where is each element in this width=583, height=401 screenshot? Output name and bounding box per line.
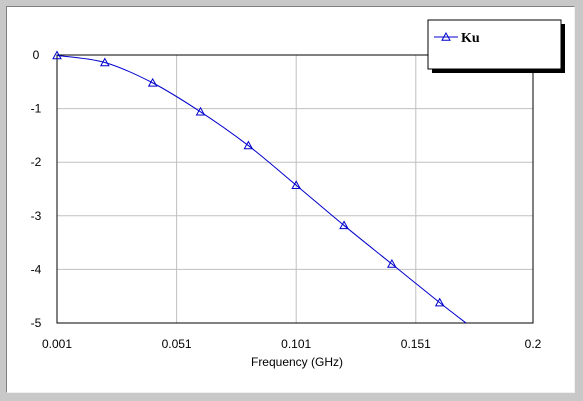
x-tick-label: 0.001 xyxy=(42,337,72,351)
y-axis-ticks: 0 -1 -2 -3 -4 -5 xyxy=(31,48,42,330)
x-tick-label: 0.2 xyxy=(525,337,542,351)
y-tick-label: -4 xyxy=(31,262,42,276)
y-tick-label: 0 xyxy=(33,48,40,62)
data-point-marker xyxy=(99,57,110,67)
data-point-marker xyxy=(291,180,302,189)
plot-area xyxy=(56,54,534,324)
y-tick-label: -1 xyxy=(31,102,42,116)
data-point-marker xyxy=(339,220,349,230)
data-point-marker xyxy=(243,140,254,150)
grid xyxy=(57,55,533,323)
x-tick-label: 0.051 xyxy=(162,337,192,351)
x-tick-label: 0.101 xyxy=(281,337,311,351)
legend-triangle-marker xyxy=(441,31,451,41)
legend: Ku xyxy=(427,19,565,73)
x-axis-title: Frequency (GHz) xyxy=(251,355,343,369)
y-tick-label: -5 xyxy=(31,316,42,330)
data-point-marker xyxy=(52,50,62,60)
data-point-marker xyxy=(387,259,397,268)
series-line-ku xyxy=(56,55,467,324)
y-tick-label: -2 xyxy=(31,155,42,169)
y-tick-label: -3 xyxy=(31,209,42,223)
data-point-marker xyxy=(195,106,206,116)
x-tick-label: 0.151 xyxy=(401,337,431,351)
legend-label: Ku xyxy=(461,31,480,46)
x-axis-ticks: 0.001 0.051 0.101 0.151 0.2 xyxy=(42,337,542,351)
series-layer xyxy=(52,50,467,324)
data-point-marker xyxy=(434,297,445,307)
data-point-marker xyxy=(147,77,158,87)
